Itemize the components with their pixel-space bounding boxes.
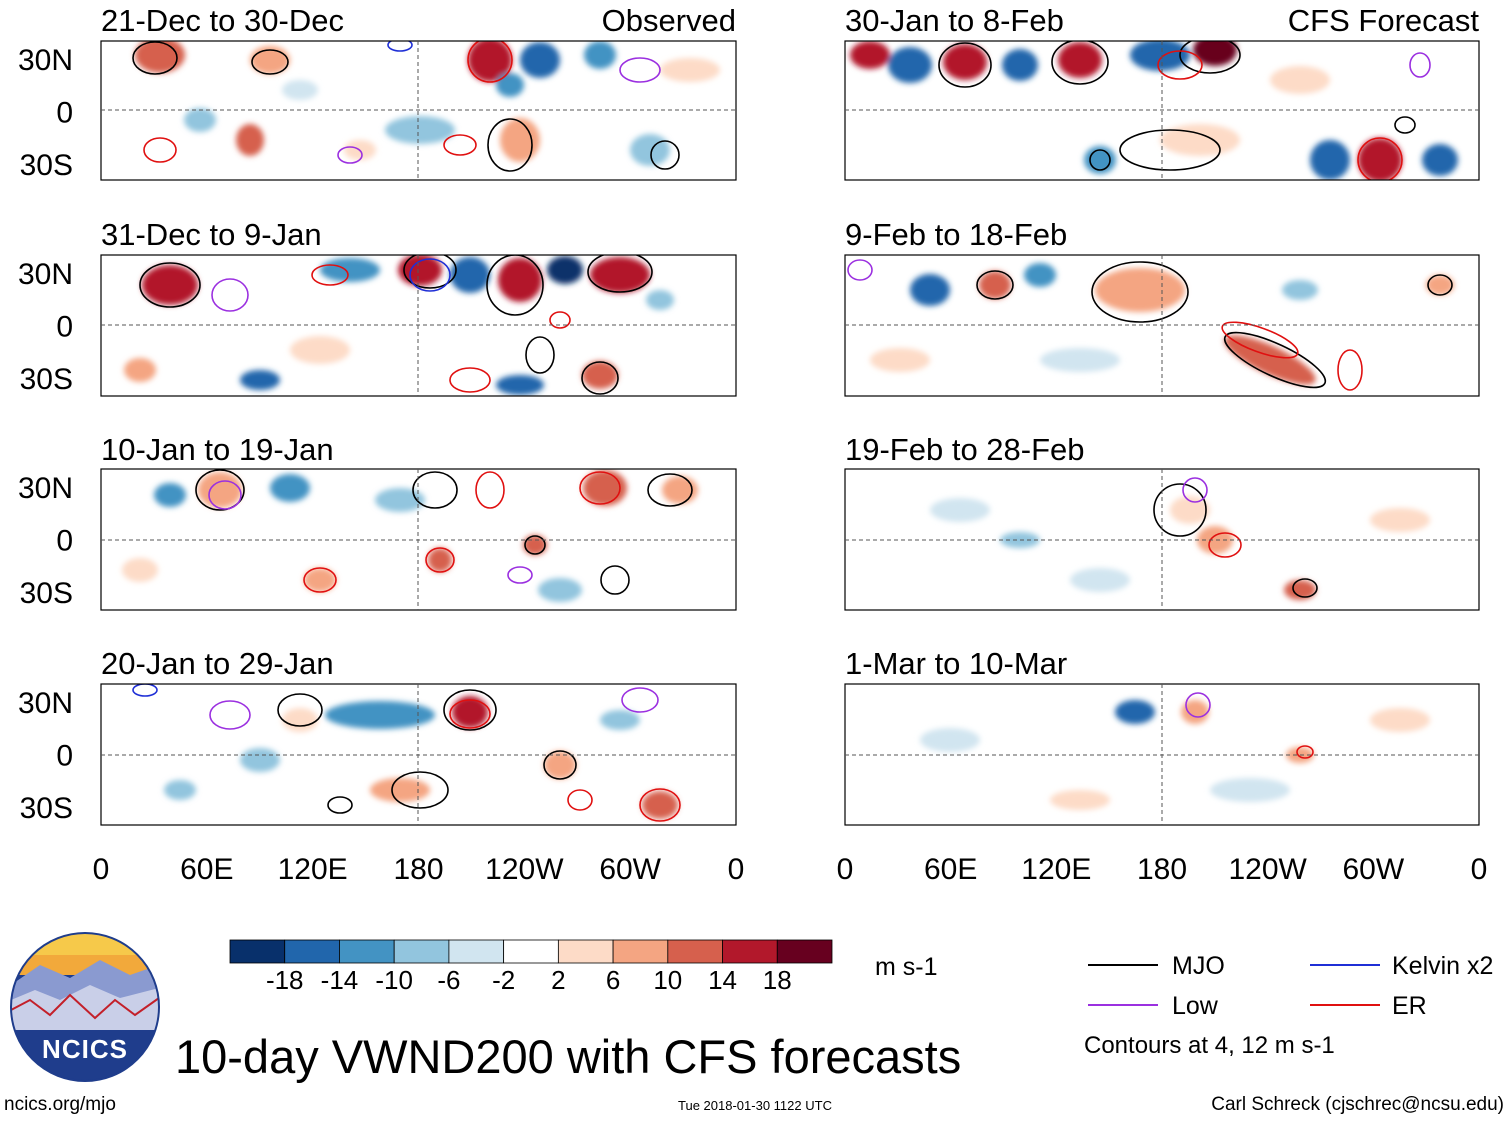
y-tick-label: 30S — [20, 577, 73, 610]
panel-label: 1-Mar to 10-Mar — [845, 646, 1067, 681]
x-tick-label: 60E — [924, 853, 977, 886]
footer-url: ncics.org/mjo — [4, 1094, 116, 1115]
x-tick-label: 180 — [1137, 853, 1187, 886]
x-tick-label: 60W — [1342, 853, 1404, 886]
panel-observed-4: 20-Jan to 29-Jan — [100, 646, 737, 826]
legend: MJO Kelvin x2 Low ER Contours at 4, 12 m… — [1084, 952, 1493, 1059]
y-tick-label: 30N — [18, 687, 73, 720]
colorbar-swatch — [722, 939, 778, 964]
legend-low-label: Low — [1172, 992, 1219, 1020]
x-tick-label: 60W — [599, 853, 661, 886]
y-axis-labels: 30N 0 30S 30N 0 30S 30N 0 30S 30N 0 30S — [18, 44, 73, 825]
panel-label: 30-Jan to 8-Feb — [845, 3, 1064, 38]
column-header-observed: Observed — [602, 3, 736, 38]
colorbar-tick-label: 6 — [606, 965, 620, 995]
panel-forecast-4: 1-Mar to 10-Mar — [844, 646, 1480, 826]
footer-timestamp: Tue 2018-01-30 1122 UTC — [678, 1098, 832, 1113]
legend-mjo-label: MJO — [1172, 952, 1225, 980]
y-tick-label: 30S — [20, 363, 73, 396]
colorbar-tick-label: -10 — [375, 965, 413, 995]
panel-observed-2: 31-Dec to 9-Jan — [100, 217, 737, 397]
y-tick-label: 30S — [20, 149, 73, 182]
y-tick-label: 0 — [56, 740, 73, 773]
colorbar-swatch — [393, 939, 450, 964]
x-tick-label: 0 — [1471, 853, 1488, 886]
colorbar-swatch — [448, 939, 505, 964]
ncics-logo: NCICS — [10, 932, 160, 1082]
x-tick-label: 60E — [180, 853, 233, 886]
panel-forecast-1: 30-Jan to 8-Feb CFS Forecast — [844, 3, 1480, 181]
panel-observed-3: 10-Jan to 19-Jan — [100, 432, 737, 611]
x-tick-label: 120E — [278, 853, 348, 886]
panel-label: 21-Dec to 30-Dec — [101, 3, 344, 38]
colorbar-tick-label: -18 — [266, 965, 304, 995]
colorbar-tick-label: -6 — [437, 965, 460, 995]
x-tick-label: 0 — [837, 853, 854, 886]
logo-text: NCICS — [42, 1034, 128, 1064]
y-tick-label: 0 — [56, 97, 73, 130]
colorbar-tick-label: 2 — [551, 965, 565, 995]
contour-note: Contours at 4, 12 m s-1 — [1084, 1032, 1335, 1059]
figure-title: 10-day VWND200 with CFS forecasts — [175, 1030, 961, 1083]
colorbar-tick-label: -2 — [492, 965, 515, 995]
panel-forecast-3: 19-Feb to 28-Feb — [844, 432, 1480, 611]
colorbar-tick-label: -14 — [321, 965, 359, 995]
colorbar-swatch — [229, 939, 286, 964]
colorbar-units: m s-1 — [875, 953, 938, 981]
panel-label: 20-Jan to 29-Jan — [101, 646, 334, 681]
x-axis-labels: 0 60E 120E 180 120W 60W 0 0 60E 120E 180 120W 60W 0 — [93, 853, 1488, 886]
panel-observed-1: 21-Dec to 30-Dec Observed — [100, 3, 737, 181]
x-tick-label: 120W — [1228, 853, 1307, 886]
colorbar-swatch — [503, 939, 559, 964]
y-tick-label: 30N — [18, 472, 73, 505]
colorbar-swatch — [557, 939, 614, 964]
panel-forecast-2: 9-Feb to 18-Feb — [844, 217, 1480, 397]
legend-kelvin-label: Kelvin x2 — [1392, 952, 1493, 980]
colorbar-swatch — [339, 939, 395, 964]
x-tick-label: 120W — [485, 853, 564, 886]
y-tick-label: 0 — [56, 525, 73, 558]
panel-label: 31-Dec to 9-Jan — [101, 217, 322, 252]
x-tick-label: 0 — [93, 853, 110, 886]
colorbar-tick-label: 10 — [653, 965, 682, 995]
colorbar-swatch — [667, 939, 723, 964]
colorbar: -18 -14 -10 -6 -2 2 6 10 14 18 — [229, 939, 833, 995]
colorbar-tick-label: 14 — [708, 965, 737, 995]
y-tick-label: 30S — [20, 792, 73, 825]
x-tick-label: 120E — [1021, 853, 1091, 886]
colorbar-swatch — [284, 939, 340, 964]
y-tick-label: 30N — [18, 258, 73, 291]
panel-label: 10-Jan to 19-Jan — [101, 432, 334, 467]
x-tick-label: 180 — [393, 853, 443, 886]
y-tick-label: 0 — [56, 311, 73, 344]
colorbar-tick-label: 18 — [763, 965, 792, 995]
panel-label: 19-Feb to 28-Feb — [845, 432, 1085, 467]
x-tick-label: 0 — [728, 853, 745, 886]
colorbar-swatch — [776, 939, 833, 964]
legend-er-label: ER — [1392, 992, 1427, 1020]
colorbar-swatch — [612, 939, 669, 964]
column-header-forecast: CFS Forecast — [1288, 3, 1480, 38]
y-tick-label: 30N — [18, 44, 73, 77]
footer-credit: Carl Schreck (cjschrec@ncsu.edu) — [1211, 1094, 1504, 1115]
panel-label: 9-Feb to 18-Feb — [845, 217, 1067, 252]
